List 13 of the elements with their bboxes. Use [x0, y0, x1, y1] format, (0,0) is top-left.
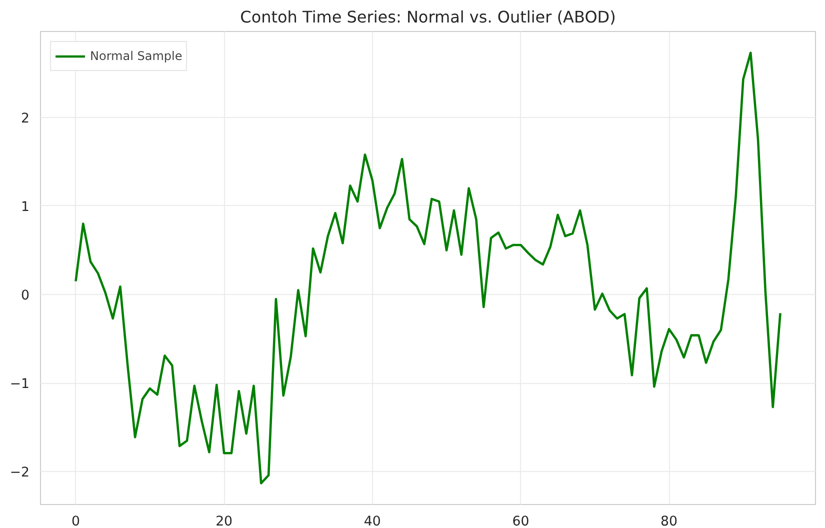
chart-title: Contoh Time Series: Normal vs. Outlier (ABOD)	[240, 8, 616, 26]
y-tick-label: 2	[21, 111, 30, 126]
x-tick-label: 80	[660, 514, 678, 528]
x-tick-label: 20	[216, 514, 233, 528]
y-tick-label: −1	[10, 377, 30, 392]
x-tick-label: 60	[512, 514, 530, 528]
y-tick-label: 0	[21, 288, 30, 304]
y-tick-label: −2	[10, 466, 30, 481]
legend-label: Normal Sample	[90, 49, 182, 63]
y-tick-label: 1	[21, 200, 30, 215]
x-tick-label: 40	[364, 514, 381, 528]
line-series	[74, 52, 782, 484]
x-tick-label: 0	[71, 514, 80, 528]
